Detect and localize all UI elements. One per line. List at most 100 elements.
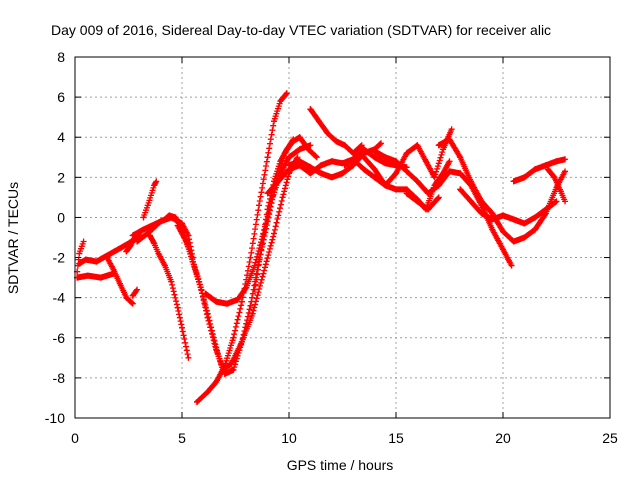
data-series [140,178,160,221]
plot-frame [74,56,611,419]
data-series [76,232,143,267]
data-point [193,398,200,405]
data-point [223,300,230,307]
data-point [414,142,421,149]
data-point [277,158,284,165]
x-tick-label: 15 [388,430,404,446]
data-point [307,106,314,113]
data-point [510,238,517,245]
x-tick-label: 25 [602,430,618,446]
data-point [153,178,160,185]
data-series [371,148,515,269]
data-point [251,286,258,293]
data-point [489,210,496,217]
data-series [251,134,320,293]
data-point [153,220,160,227]
data-point [168,278,175,285]
data-point [562,198,569,205]
data-series [146,232,192,361]
data-point [521,220,528,227]
data-point [521,234,528,241]
data-point [307,170,314,177]
data-point [151,182,158,189]
data-series [129,286,141,299]
y-tick-label: 0 [57,209,65,225]
data-point [161,262,168,269]
y-tick-label: -10 [45,410,65,426]
data-point [134,238,141,245]
data-point [286,162,292,169]
data-point [174,304,181,311]
data-point [553,158,560,165]
data-series [74,238,87,275]
data-point [264,206,271,213]
y-axis-ticks: -10 -8 -6 -4 -2 0 2 4 6 8 [45,49,610,426]
data-point [350,162,357,169]
data-point [425,206,432,213]
data-point [305,146,312,153]
data-point [230,366,237,373]
data-point [174,222,181,229]
y-tick-label: 4 [57,129,65,145]
data-point [114,246,121,253]
data-point [414,178,421,185]
data-point [290,138,297,145]
data-point [82,256,89,263]
data-point [221,370,228,377]
data-series [457,186,560,227]
data-point [172,214,179,221]
data-point [371,154,378,161]
data-point [123,294,130,301]
data-point [127,242,134,249]
data-point [521,174,528,181]
data-point [341,142,348,149]
series-trace [146,232,191,358]
data-point [140,226,147,233]
data-points [74,90,569,405]
data-point [307,142,314,149]
data-point [467,178,474,185]
y-tick-label: -2 [53,250,66,266]
data-point [296,134,303,141]
data-point [508,262,515,269]
data-point [371,148,378,155]
data-point [457,186,464,193]
data-point [431,174,438,181]
data-point [350,150,357,157]
data-point [510,216,517,223]
x-tick-label: 5 [178,430,186,446]
data-point [183,238,190,245]
data-series [510,156,569,185]
data-point [333,138,340,145]
data-point [341,162,348,169]
data-point [296,146,303,153]
data-point [249,310,256,317]
data-point [271,118,278,125]
data-point [339,170,346,177]
y-tick-label: -6 [53,330,66,346]
data-series [403,190,442,213]
data-point [393,186,399,193]
data-point [140,214,147,221]
data-point [286,154,292,161]
chart-title: Day 009 of 2016, Sidereal Day-to-day VTE… [51,22,551,38]
data-point [213,298,220,305]
data-point [256,202,263,209]
data-point [360,166,367,173]
data-point [382,154,389,161]
data-series [544,166,569,205]
data-point [155,250,162,257]
data-point [238,298,245,305]
data-point [84,272,91,279]
data-point [76,250,83,257]
data-point [166,212,173,219]
data-point [562,168,569,175]
x-axis-ticks: 0 5 10 15 20 25 [71,57,618,446]
data-series [341,126,455,189]
data-point [358,142,365,149]
data-point [532,214,539,221]
data-point [478,198,485,205]
data-point [283,90,290,97]
data-point [258,246,265,253]
